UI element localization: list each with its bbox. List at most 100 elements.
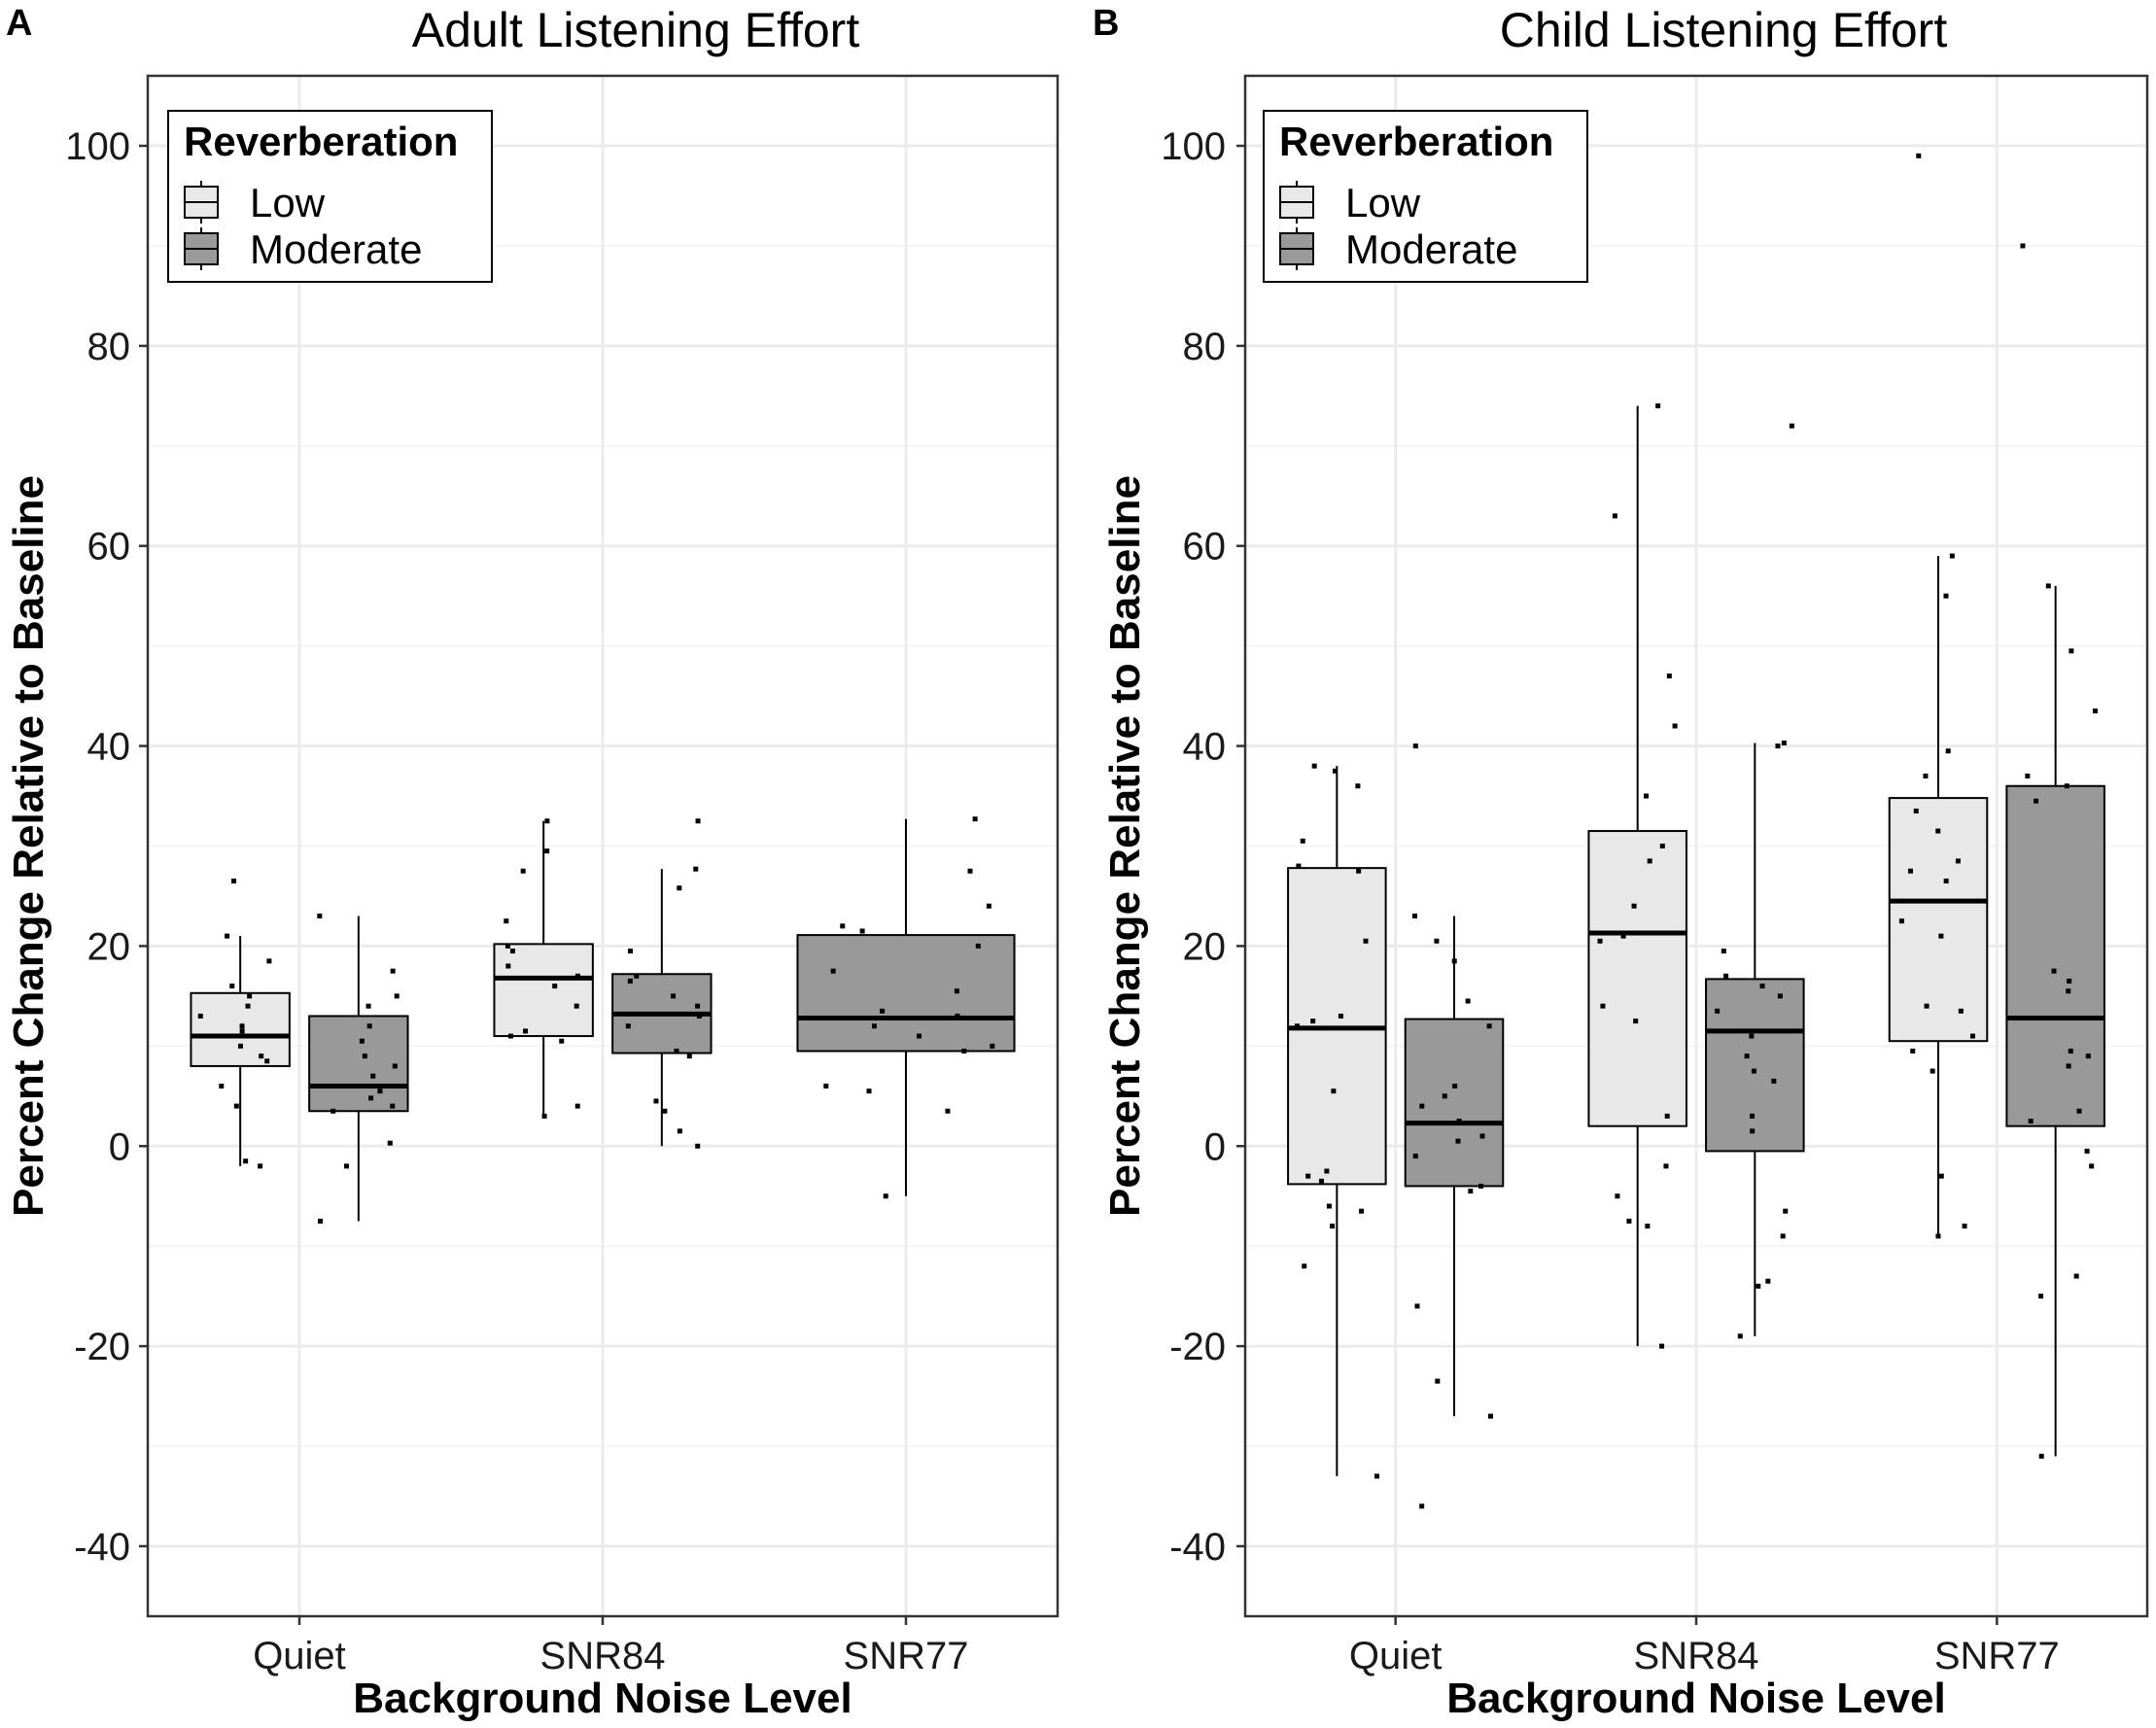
panel-adult: A Adult Listening Effort -40 -20 0 20 40 60 80 10… (5, 3, 1060, 1722)
data-point (366, 1023, 372, 1029)
data-point (1631, 903, 1637, 909)
data-point (1756, 1283, 1761, 1289)
data-point (880, 1008, 886, 1014)
data-point (1330, 1224, 1336, 1229)
data-point (2068, 1048, 2073, 1054)
data-point (523, 1028, 529, 1034)
data-point (2069, 648, 2074, 654)
chart-title: Adult Listening Effort (412, 3, 860, 57)
data-point (2051, 968, 2057, 974)
box-snr84-low (1587, 403, 1687, 1349)
data-point (394, 993, 400, 999)
y-tick-label: 40 (87, 726, 131, 769)
data-point (627, 949, 633, 954)
data-point (377, 1089, 383, 1094)
data-point (1744, 1054, 1750, 1059)
data-point (1664, 1113, 1670, 1119)
data-point (2092, 708, 2098, 714)
x-tick-label: SNR84 (1634, 1635, 1759, 1677)
data-point (359, 1038, 365, 1044)
data-point (1338, 1013, 1343, 1019)
chart-title: Child Listening Effort (1500, 3, 1948, 57)
data-point (990, 1043, 995, 1049)
y-tick-label: 60 (1183, 526, 1227, 569)
legend-label-low: Low (1345, 180, 1421, 225)
data-point (1955, 858, 1961, 864)
data-point (634, 973, 640, 979)
data-point (505, 963, 511, 969)
data-point (1324, 1168, 1330, 1174)
data-point (1935, 828, 1941, 834)
y-tick-label: 80 (87, 326, 131, 368)
box-iqr (1888, 797, 1989, 1043)
data-point (239, 1023, 245, 1029)
y-tick-label: -40 (74, 1526, 130, 1569)
data-point (559, 1038, 565, 1044)
box-quiet-moderate (308, 914, 409, 1224)
data-point (1935, 1233, 1941, 1239)
x-tick-label: Quiet (253, 1635, 346, 1677)
data-point (1356, 868, 1362, 874)
data-point (840, 923, 846, 929)
data-point (823, 1084, 829, 1089)
data-point (239, 1028, 245, 1034)
data-point (197, 1013, 203, 1019)
y-tick-label: -40 (1169, 1526, 1226, 1569)
data-point (1331, 1089, 1337, 1094)
y-tick-label: 20 (87, 925, 131, 968)
data-point (695, 818, 701, 824)
data-point (866, 1089, 872, 1094)
legend-title: Reverberation (1279, 119, 1553, 164)
data-point (1359, 1208, 1365, 1214)
data-point (1672, 723, 1678, 729)
box-snr84-moderate (1705, 423, 1805, 1339)
data-point (1923, 773, 1929, 778)
box-snr77-low (1888, 153, 1989, 1239)
box-quiet-moderate (1404, 743, 1505, 1509)
data-point (627, 978, 633, 984)
data-point (1468, 1189, 1474, 1194)
data-point (1612, 513, 1617, 519)
data-point (693, 866, 699, 872)
x-axis-title: Background Noise Level (353, 1675, 852, 1722)
data-point (229, 984, 235, 989)
data-point (1916, 153, 1922, 158)
data-point (1750, 1128, 1756, 1134)
legend-box (1263, 110, 1588, 283)
data-point (247, 993, 253, 999)
data-point (695, 1003, 701, 1009)
box-iqr (796, 934, 1016, 1053)
data-point (2073, 1273, 2079, 1279)
data-point (237, 1043, 243, 1049)
data-point (859, 928, 865, 934)
box-snr77-moderate (2005, 243, 2105, 1459)
data-point (1780, 1233, 1786, 1239)
data-point (1597, 938, 1603, 944)
data-point (552, 984, 558, 989)
data-point (967, 868, 973, 874)
y-tick-label: 0 (109, 1125, 130, 1168)
data-point (1765, 1278, 1771, 1284)
data-point (1930, 1068, 1935, 1074)
data-point (1938, 1173, 1944, 1179)
data-point (1374, 1473, 1379, 1479)
data-point (1666, 674, 1672, 679)
data-point (625, 1023, 631, 1029)
data-point (1319, 1178, 1325, 1184)
box-quiet-low (1287, 763, 1387, 1479)
data-point (318, 1218, 324, 1224)
data-point (1737, 1333, 1743, 1339)
box-quiet-low (190, 879, 291, 1169)
legend-key-moderate (184, 227, 219, 270)
data-point (266, 958, 272, 964)
data-point (245, 1003, 251, 1009)
data-point (1455, 1138, 1461, 1144)
data-point (520, 868, 526, 874)
y-axis-title: Percent Change Relative to Baseline (1101, 475, 1149, 1217)
box-iqr (1705, 978, 1805, 1153)
data-point (225, 933, 230, 939)
data-point (1452, 1084, 1458, 1089)
data-point (686, 1054, 692, 1059)
legend-box (167, 110, 493, 283)
